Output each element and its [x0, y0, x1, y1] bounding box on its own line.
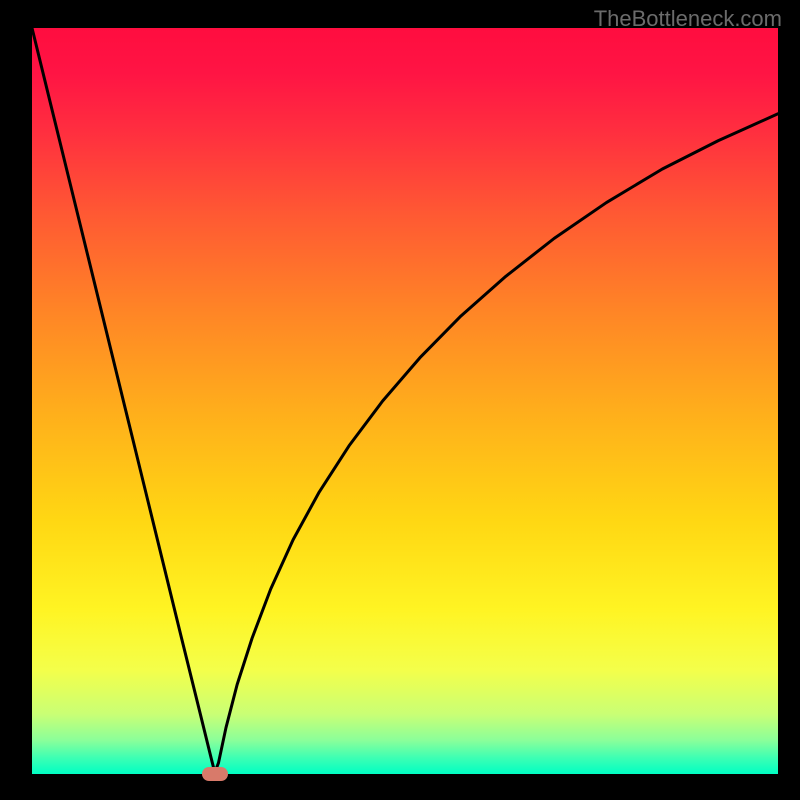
- vertex-marker: [202, 767, 228, 781]
- curve-line: [32, 28, 778, 774]
- plot-area: [32, 28, 778, 774]
- chart-container: TheBottleneck.com: [0, 0, 800, 800]
